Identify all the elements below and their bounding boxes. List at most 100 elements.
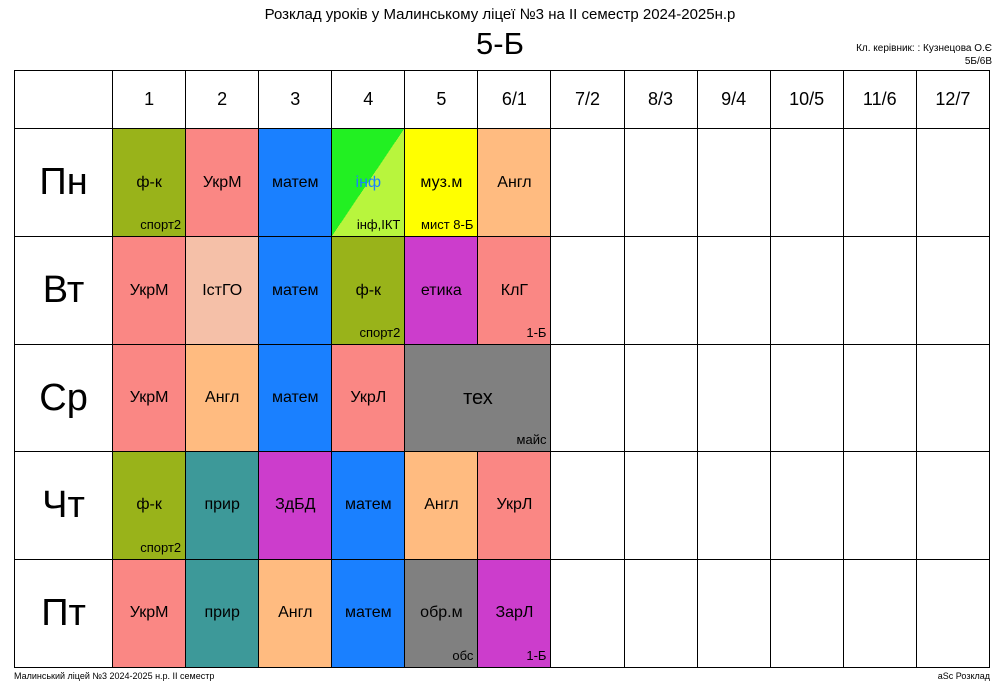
lesson-cell[interactable]: УкрЛ (477, 450, 552, 560)
footer-school: Малинський ліцей №3 2024-2025 н.р. ІІ се… (14, 671, 215, 681)
corner-cell (13, 69, 114, 130)
day-row-friday: Пт УкрМ прир Англ матем обр.м обс ЗарЛ 1-Б (13, 558, 991, 669)
day-row-wednesday: Ср УкрМ Англ матем УкрЛ тех майс (13, 344, 991, 452)
empty-cell (696, 128, 771, 238)
class-teacher-info: Кл. керівник: : Кузнецова О.Є 5Б/6В (856, 42, 992, 68)
lesson-subject: ф-к (136, 173, 162, 191)
lesson-subject: матем (345, 604, 392, 622)
period-header: 5 (404, 69, 479, 130)
period-header: 10/5 (769, 69, 844, 130)
empty-cell (769, 128, 844, 238)
lesson-cell[interactable]: УкрМ (112, 344, 187, 452)
lesson-subject: матем (345, 496, 392, 514)
empty-cell (842, 558, 917, 669)
empty-cell (842, 236, 917, 346)
lesson-subject: матем (271, 389, 319, 407)
lesson-cell[interactable]: Англ (185, 344, 260, 452)
day-label: Ср (13, 344, 114, 452)
day-label: Пт (13, 558, 114, 669)
lesson-subject: матем (271, 281, 319, 299)
empty-cell (915, 558, 991, 669)
lesson-subject: Англ (497, 173, 532, 191)
lesson-cell[interactable]: ІстГО (185, 236, 260, 346)
lesson-room: майс (516, 431, 547, 447)
lesson-cell[interactable]: матем (331, 558, 406, 669)
lesson-subject: УкрМ (202, 173, 242, 191)
lesson-cell[interactable]: матем (258, 236, 333, 346)
period-header: 3 (258, 69, 333, 130)
lesson-subject: Англ (424, 496, 459, 514)
empty-cell (623, 558, 698, 669)
lesson-cell[interactable]: УкрЛ (331, 344, 406, 452)
empty-cell (696, 236, 771, 346)
lesson-cell[interactable]: інф інф,ІКТ (331, 128, 406, 238)
footer-software: aSc Розклад (937, 671, 990, 681)
class-name: 5-Б (476, 26, 524, 61)
lesson-room: спорт2 (140, 539, 182, 555)
lesson-cell[interactable]: ЗарЛ 1-Б (477, 558, 552, 669)
lesson-cell[interactable]: прир (185, 450, 260, 560)
lesson-cell[interactable]: ф-к спорт2 (331, 236, 406, 346)
lesson-subject: УкрМ (129, 389, 169, 407)
lesson-cell[interactable]: муз.м мист 8-Б (404, 128, 479, 238)
lesson-cell[interactable]: Англ (258, 558, 333, 669)
lesson-cell[interactable]: матем (331, 450, 406, 560)
lesson-subject: Англ (205, 389, 240, 407)
empty-cell (769, 450, 844, 560)
lesson-cell[interactable]: ф-к спорт2 (112, 128, 187, 238)
lesson-cell[interactable]: етика (404, 236, 479, 346)
lesson-cell[interactable]: КлГ 1-Б (477, 236, 552, 346)
lesson-cell[interactable]: ф-к спорт2 (112, 450, 187, 560)
empty-cell (842, 450, 917, 560)
period-header-row: 1 2 3 4 5 6/1 7/2 8/3 9/4 10/5 11/6 12/7 (13, 69, 991, 130)
lesson-cell[interactable]: матем (258, 128, 333, 238)
lesson-room: інф,ІКТ (356, 217, 401, 233)
lesson-subject: Англ (278, 604, 313, 622)
lesson-cell[interactable]: Англ (477, 128, 552, 238)
empty-cell (696, 558, 771, 669)
empty-cell (842, 128, 917, 238)
lesson-subject: обр.м (420, 604, 463, 622)
period-header: 6/1 (477, 69, 552, 130)
lesson-cell[interactable]: УкрМ (185, 128, 260, 238)
empty-cell (623, 128, 698, 238)
lesson-cell[interactable]: УкрМ (112, 236, 187, 346)
empty-cell (696, 344, 771, 452)
period-header: 4 (331, 69, 406, 130)
lesson-subject: муз.м (420, 173, 463, 191)
day-label: Чт (13, 450, 114, 560)
lesson-subject: УкрМ (129, 281, 169, 299)
period-header: 8/3 (623, 69, 698, 130)
period-header: 7/2 (550, 69, 625, 130)
empty-cell (623, 450, 698, 560)
lesson-cell[interactable]: матем (258, 344, 333, 452)
empty-cell (550, 344, 625, 452)
period-header: 12/7 (915, 69, 991, 130)
empty-cell (696, 450, 771, 560)
lesson-cell[interactable]: УкрМ (112, 558, 187, 669)
lesson-cell[interactable]: Англ (404, 450, 479, 560)
empty-cell (550, 236, 625, 346)
lesson-subject: УкрЛ (496, 496, 533, 514)
lesson-cell[interactable]: ЗдБД (258, 450, 333, 560)
lesson-room: 1-Б (526, 648, 547, 663)
empty-cell (550, 558, 625, 669)
day-label: Вт (13, 236, 114, 346)
empty-cell (550, 128, 625, 238)
day-row-monday: Пн ф-к спорт2 УкрМ матем інф інф,ІКТ муз.м… (13, 128, 991, 238)
empty-cell (842, 344, 917, 452)
lesson-subject: КлГ (500, 281, 529, 299)
period-header: 11/6 (842, 69, 917, 130)
lesson-subject: матем (271, 173, 319, 191)
lesson-room: спорт2 (140, 217, 182, 233)
empty-cell (915, 450, 991, 560)
class-teacher-code: 5Б/6В (964, 56, 992, 67)
lesson-cell-double[interactable]: тех майс (404, 344, 552, 452)
lesson-cell[interactable]: обр.м обс (404, 558, 479, 669)
lesson-cell[interactable]: прир (185, 558, 260, 669)
lesson-subject: прир (204, 604, 240, 622)
period-header: 1 (112, 69, 187, 130)
period-header: 9/4 (696, 69, 771, 130)
day-row-thursday: Чт ф-к спорт2 прир ЗдБД матем Англ УкрЛ (13, 450, 991, 560)
empty-cell (623, 344, 698, 452)
